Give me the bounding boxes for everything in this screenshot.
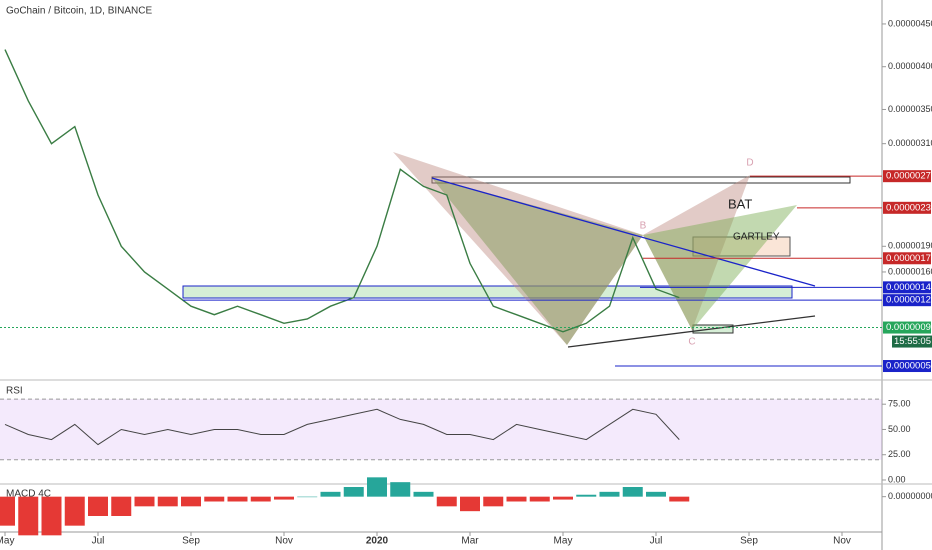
macd-bar [297,496,318,498]
y-tick-label: 0.00000400 [888,61,932,71]
macd-bar [669,496,690,502]
rsi-title: RSI [6,386,23,397]
macd-bar [111,496,132,516]
macd-bar [64,496,85,526]
y-tick-label: 25.00 [888,449,911,459]
macd-bar [436,496,457,507]
price-tag [883,170,931,183]
x-tick-label: Jul [650,536,663,547]
macd-bar [157,496,178,507]
pattern-label: BAT [728,196,752,211]
y-tick-label: 0.00000350 [888,104,932,114]
trend-line [567,315,816,348]
macd-bar [413,491,434,497]
macd-bar [181,496,201,507]
x-tick-label: Nov [833,536,851,547]
macd-bar [41,496,62,536]
macd-bar [0,496,15,526]
countdown-box [892,335,932,348]
y-tick-label: 0.00000190 [888,241,932,251]
price-tag-label: 0.00000142 [886,282,932,293]
price-tag [883,294,931,307]
x-tick-label: May [554,536,573,547]
macd-bar [483,496,504,507]
macd-bar [320,491,341,497]
y-tick-label: 0.00000450 [888,18,932,28]
macd-bar [204,496,225,502]
x-tick-label: Sep [740,536,758,547]
macd-bar [367,477,387,497]
macd-bar [274,496,294,500]
x-tick-label: Nov [275,536,293,547]
price-tag-label: 0.00000176 [886,253,932,264]
x-tick-label: Sep [182,536,200,547]
price-tag-label: 0.00000050 [886,361,932,372]
y-tick-label: 0.00 [888,474,906,484]
pattern-label: GARTLEY [733,232,780,243]
macd-bar [390,482,411,497]
macd-bar [88,496,108,516]
macd-bar [250,496,271,502]
macd-bar [506,496,527,502]
macd-bar [18,496,39,536]
countdown: 15:55:05 [894,336,931,347]
macd-bar [343,487,364,497]
price-tag [883,321,931,334]
price-line [4,49,680,333]
trend-line [431,177,816,287]
x-tick-label: May [0,536,14,547]
x-tick-label: Mar [461,536,479,547]
point-label: D [746,158,753,169]
price-tag-label: 0.00000235 [886,202,932,213]
y-tick-label: 0.00000310 [888,138,932,148]
macd-bar [576,494,597,497]
price-tag [883,201,931,214]
y-tick-label: 75.00 [888,399,911,409]
price-tag [883,360,931,373]
macd-bar [599,491,620,497]
y-tick-label: 50.00 [888,424,911,434]
gartley-bcd [643,205,797,330]
macd-bar [529,496,550,502]
macd-bar [646,491,666,497]
price-tag-label: 0.00000272 [886,171,932,182]
rsi-line [4,408,680,446]
macd-bar [553,496,573,500]
x-tick-label: 2020 [366,536,389,547]
zone [431,176,851,184]
price-tag [883,281,931,294]
rsi-band [0,399,882,460]
point-label: B [640,221,647,232]
gartley-xab [432,178,643,345]
bat-xab [393,152,643,345]
macd-bar [622,487,643,497]
macd-bar [227,496,248,502]
y-tick-label: 0.00000160 [888,266,932,276]
zone [692,236,791,257]
macd-bar [460,496,480,512]
drawings: BAT GARTLEY B C D [182,152,851,348]
x-tick-label: Jul [92,536,105,547]
macd-bar [134,496,155,507]
zone [182,285,793,299]
y-tick-label: 0.00000000 [888,491,932,501]
chart-title: GoChain / Bitcoin, 1D, BINANCE [6,6,152,17]
price-tag-label: 0.00000095 [886,322,932,333]
price-tag [883,252,931,265]
price-tag-label: 0.00000127 [886,295,932,306]
point-label: C [688,337,695,348]
macd-title: MACD 4C [6,489,51,500]
